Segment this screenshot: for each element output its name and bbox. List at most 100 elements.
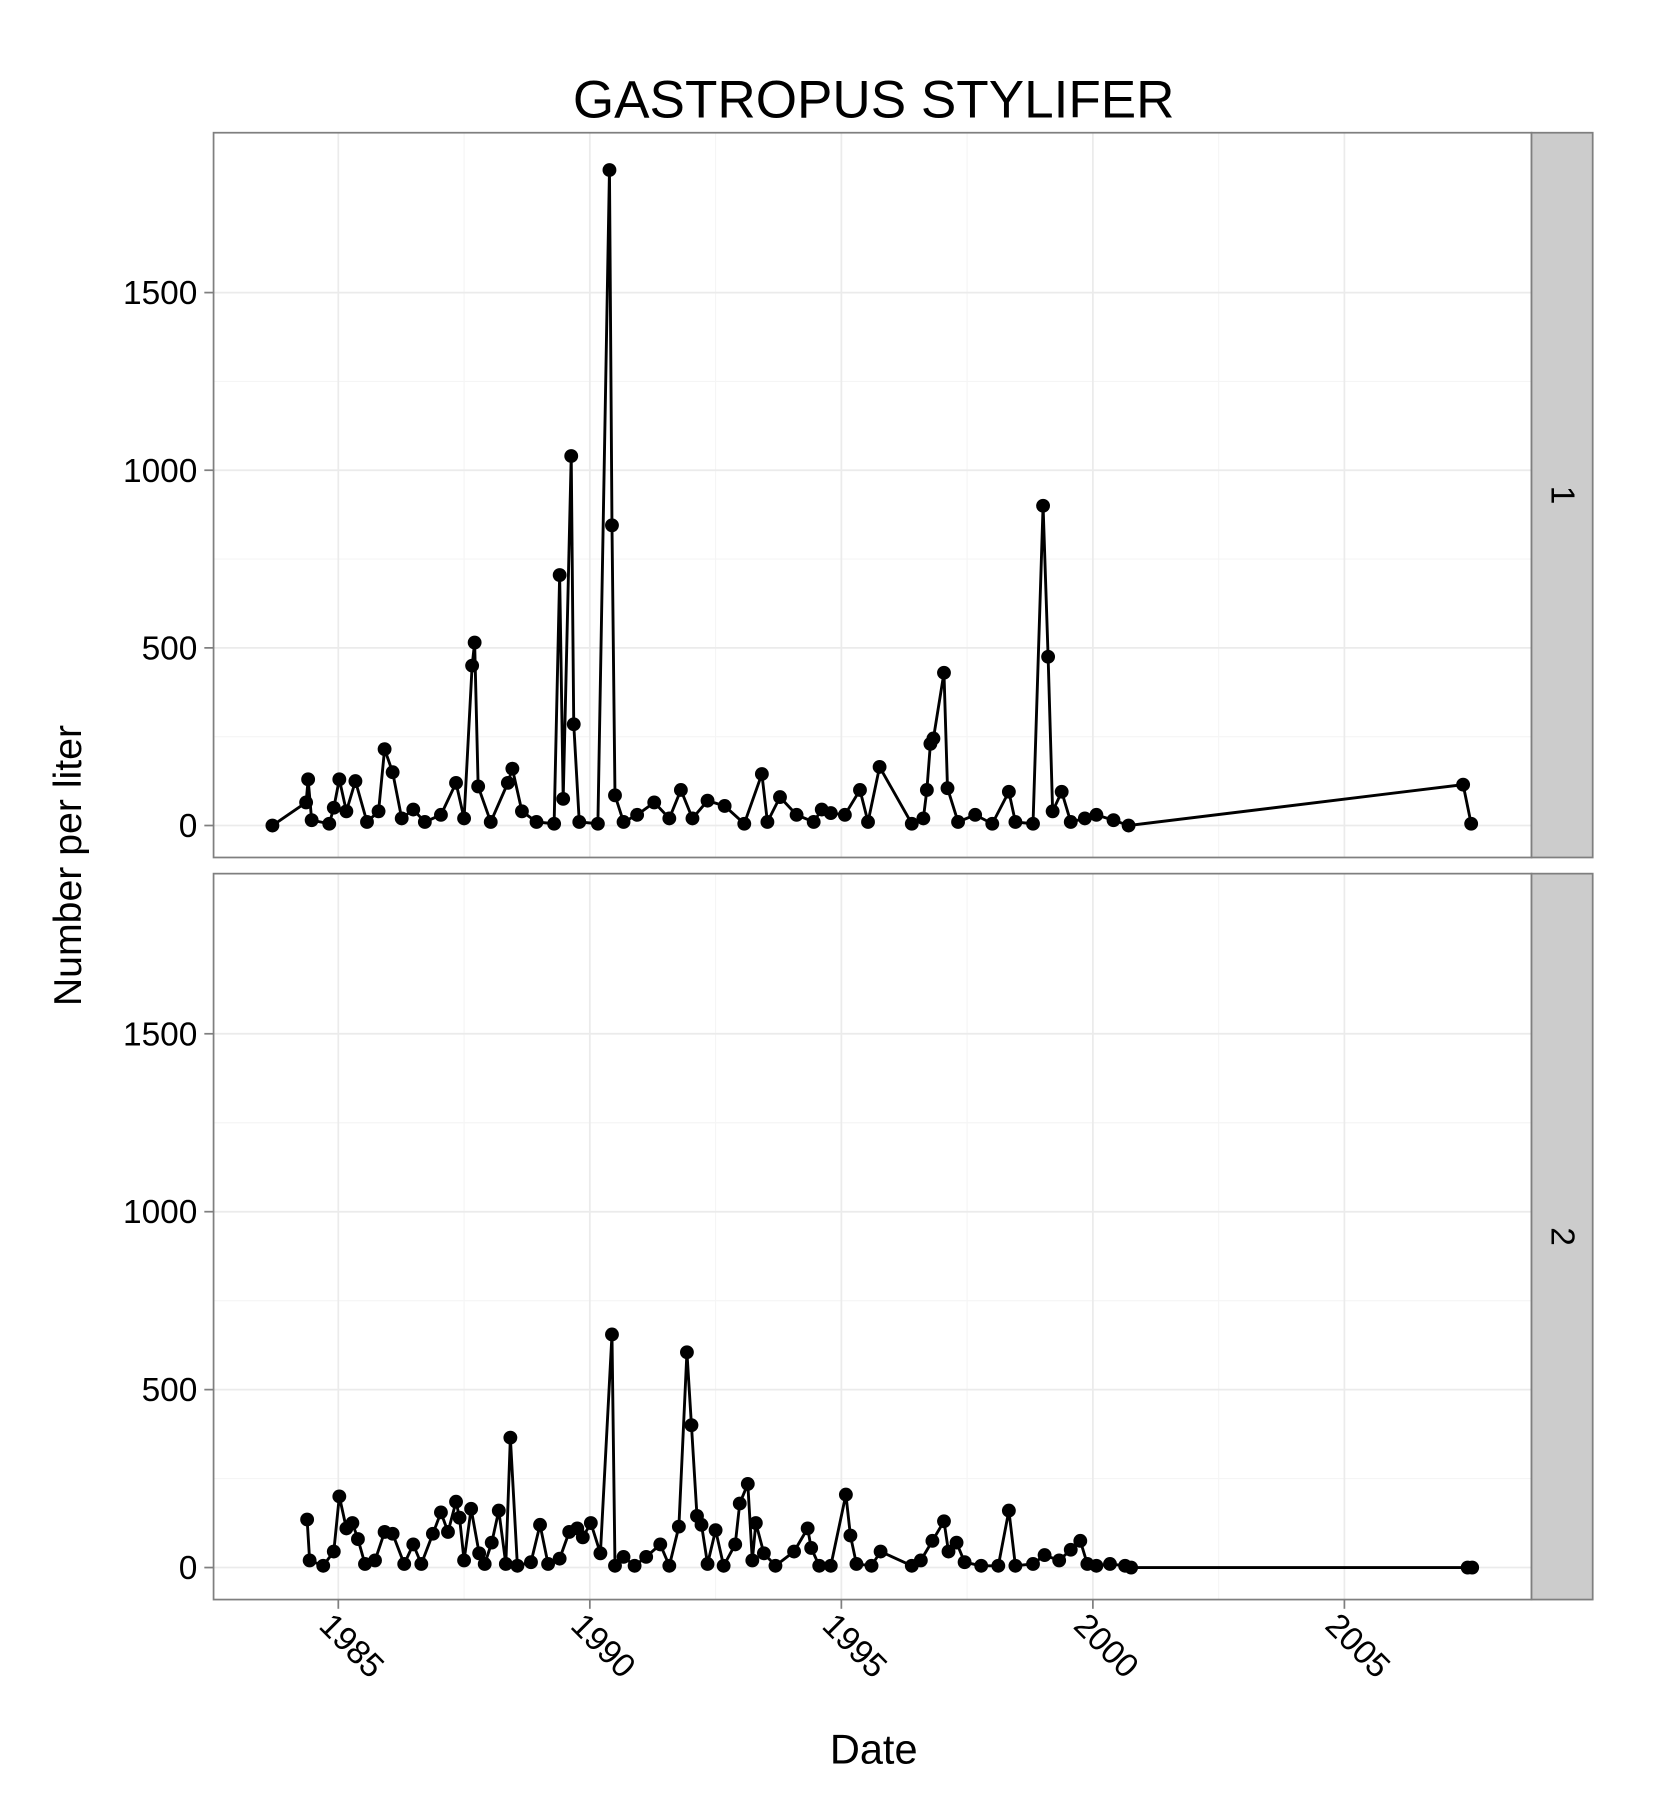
data-point [694, 1517, 709, 1532]
y-axis-label: Number per liter [46, 725, 90, 1006]
data-point [849, 1557, 864, 1571]
data-point [653, 1537, 668, 1552]
data-point [1045, 804, 1060, 819]
facet-label: 1 [1544, 486, 1581, 505]
data-point [541, 1557, 556, 1571]
data-point [1001, 1503, 1016, 1518]
y-tick-label: 500 [142, 630, 198, 667]
data-point [940, 781, 955, 796]
data-point [302, 1553, 317, 1568]
data-point [716, 1558, 731, 1573]
data-point [299, 795, 314, 810]
data-point [616, 815, 631, 829]
data-point [483, 815, 498, 829]
data-point [873, 1544, 888, 1559]
data-point [639, 1549, 654, 1564]
data-point [425, 1526, 440, 1541]
data-point [547, 816, 562, 831]
data-point [385, 1526, 400, 1541]
data-point [773, 790, 787, 805]
data-point [406, 1537, 421, 1552]
data-point [491, 1503, 506, 1518]
panel-background [213, 873, 1532, 1600]
data-point [368, 1553, 382, 1568]
data-point [510, 1558, 525, 1573]
data-point [417, 815, 432, 829]
data-point [265, 818, 280, 833]
data-point [1464, 816, 1479, 831]
data-point [449, 1494, 463, 1509]
data-point [1001, 784, 1016, 799]
data-point [322, 816, 337, 831]
data-point [937, 665, 951, 680]
data-point [498, 1557, 513, 1571]
data-point [304, 813, 319, 828]
data-point [1052, 1553, 1067, 1568]
data-point [864, 1558, 879, 1573]
data-point [608, 788, 622, 803]
data-point [843, 1528, 858, 1543]
y-tick-label: 500 [142, 1372, 198, 1409]
data-point [371, 804, 386, 819]
data-point [406, 802, 421, 817]
data-point [605, 518, 619, 533]
data-point [602, 163, 617, 177]
data-point [583, 1516, 598, 1530]
data-point [345, 1516, 360, 1530]
data-point [685, 811, 700, 826]
data-point [377, 742, 392, 757]
data-point [575, 1530, 590, 1545]
data-point [760, 815, 775, 829]
data-point [1106, 813, 1121, 828]
y-tick-label: 1000 [123, 1194, 197, 1231]
data-point [434, 1505, 448, 1520]
data-point [351, 1532, 365, 1546]
x-axis-label: Date [830, 1725, 918, 1772]
data-point [737, 816, 752, 831]
data-point [748, 1516, 763, 1530]
data-point [968, 807, 983, 822]
data-point [529, 815, 544, 829]
data-point [754, 767, 769, 781]
data-point [394, 811, 409, 826]
data-point [745, 1553, 760, 1568]
data-point [740, 1476, 755, 1491]
data-point [572, 815, 587, 829]
data-point [348, 774, 363, 789]
facet-strip [1530, 131, 1594, 859]
data-point [332, 1489, 347, 1504]
data-point [590, 816, 605, 831]
data-point [985, 816, 1000, 831]
data-point [477, 1557, 492, 1571]
data-point [991, 1558, 1006, 1573]
data-point [467, 635, 482, 650]
data-point [925, 1533, 940, 1548]
data-point [1026, 1557, 1040, 1571]
data-point [434, 807, 448, 822]
data-point [441, 1525, 455, 1539]
data-point [789, 807, 804, 822]
data-point [1465, 1560, 1480, 1575]
data-point [671, 1519, 686, 1534]
data-point [397, 1557, 412, 1571]
data-point [1008, 815, 1023, 829]
data-point [1089, 1558, 1104, 1573]
data-point [515, 804, 529, 819]
data-point [904, 816, 919, 831]
data-point [564, 449, 579, 463]
data-point [1008, 1558, 1023, 1573]
data-point [913, 1553, 928, 1568]
data-point [300, 1512, 315, 1527]
data-point [605, 1327, 619, 1342]
data-point [1063, 815, 1078, 829]
data-point [457, 811, 472, 826]
data-point [1073, 1533, 1088, 1548]
data-point [360, 815, 374, 829]
y-tick-label: 1000 [123, 453, 197, 490]
data-point [566, 717, 581, 732]
data-point [465, 658, 480, 673]
data-point [916, 811, 931, 826]
data-point [680, 1345, 694, 1360]
data-point [505, 761, 520, 776]
